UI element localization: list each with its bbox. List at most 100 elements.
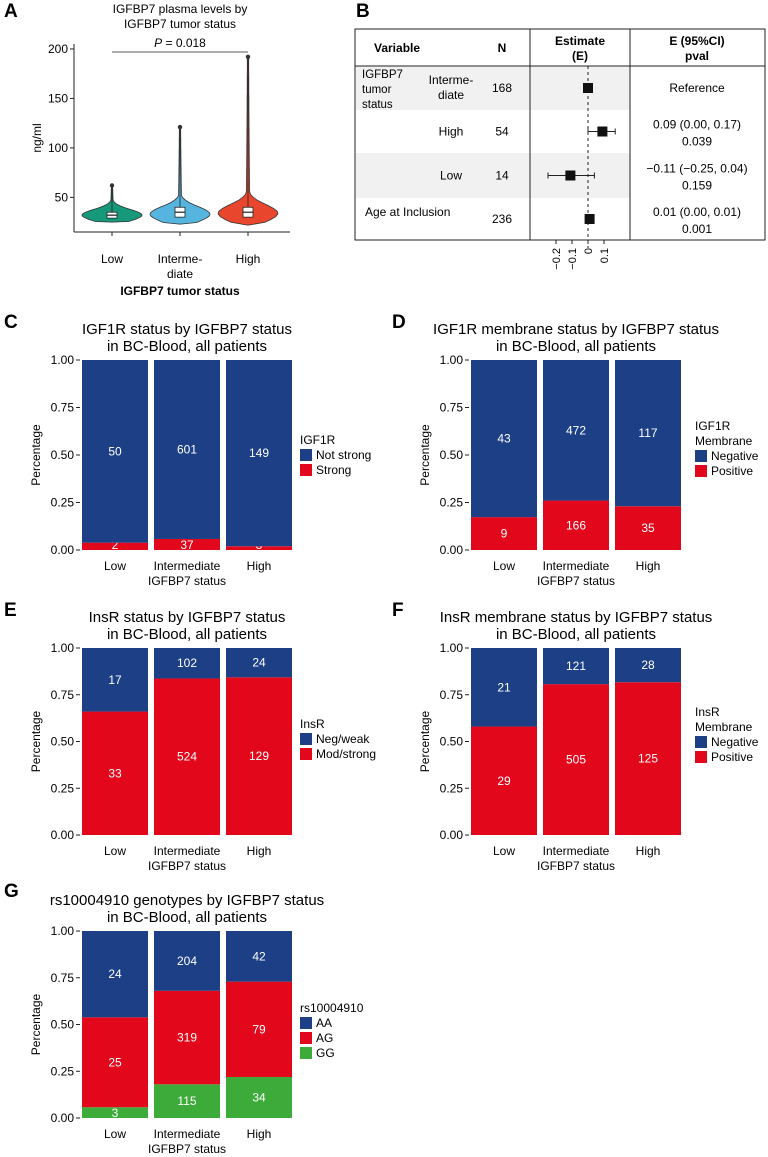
estimate-point [565,170,576,181]
bar-segment-aa [82,931,148,1018]
data-label: 42 [252,949,266,963]
panel-letter-d: D [392,312,406,333]
legend-title: Membrane [695,720,753,734]
legend-title: IGF1R [695,419,731,433]
chart-title-line2: in BC-Blood, all patients [107,909,267,926]
x-tick-label: High [247,844,272,858]
row-variable: IGFBP7 [362,69,403,81]
x-tick-label: −0.1 [567,248,579,270]
x-tick-label: High [247,559,272,573]
x-tick-label: High [636,844,661,858]
y-tick-label: 200 [48,42,68,56]
y-axis-label: Percentage [29,993,43,1055]
bar-segment-strong [82,542,148,550]
panel-d-stacked-bar-chart: IGF1R membrane status by IGFBP7 statusin… [418,321,759,588]
legend-swatch [695,751,707,763]
panel-f-stacked-bar-chart: InsR membrane status by IGFBP7 statusin … [418,609,759,873]
y-tick-label: 0.50 [51,448,75,462]
row-n: 236 [492,212,512,226]
legend-label: Negative [711,735,759,749]
header-variable: Variable [374,41,420,55]
legend-label: Strong [316,463,351,477]
panel-g-stacked-bar-chart: rs10004910 genotypes by IGFBP7 statusin … [29,892,364,1156]
legend-swatch [300,733,312,745]
row-variable: status [362,99,393,111]
bar-segment-negative [543,648,609,685]
x-tick-label: 0.1 [599,248,611,263]
x-tick-label: Intermediate [543,844,610,858]
y-tick-label: 0.75 [51,688,75,702]
y-axis-label: ng/ml [30,123,44,152]
legend-swatch [695,450,707,462]
legend-label: GG [316,1046,335,1060]
y-tick-label: 0.50 [440,448,464,462]
y-tick-label: 0.75 [51,401,75,415]
y-tick-label: 100 [48,141,68,155]
chart-title-line2: in BC-Blood, all patients [107,626,267,643]
legend-label: Not strong [316,448,371,462]
y-tick-label: 0.50 [51,1018,75,1032]
data-label: 115 [177,1094,196,1108]
data-label: 28 [641,658,655,672]
header-n: N [498,41,507,55]
y-tick-label: 0.00 [51,1111,75,1125]
row-level: diate [438,88,464,102]
bar-segment-positive [543,500,609,550]
data-label: 149 [249,446,269,460]
legend-label: AG [316,1031,333,1045]
x-tick-label: High [636,559,661,573]
bar-segment-strong [154,538,220,550]
y-tick-label: 1.00 [51,353,75,367]
bar-segment-strong [226,546,292,550]
x-tick-label: Low [493,844,515,858]
bar-segment-mod-strong [82,711,148,835]
data-label: 472 [566,423,586,437]
chart-title: InsR membrane status by IGFBP7 status [440,609,713,626]
y-tick-label: 0.25 [51,496,75,510]
x-axis-label: IGFBP7 status [537,574,615,588]
data-label: 9 [501,527,508,541]
bar-segment-positive [543,684,609,835]
legend-title: rs10004910 [300,1001,364,1015]
bar-segment-ag [82,1017,148,1108]
data-label: 121 [566,659,586,673]
bar-segment-negative [471,648,537,727]
data-label: 102 [177,656,197,670]
bar-segment-negative [615,360,681,507]
legend-swatch [695,736,707,748]
legend-title: IGF1R [300,433,336,447]
data-label: 505 [566,753,586,767]
y-tick-label: 0.75 [51,971,75,985]
bar-segment-negative [543,360,609,501]
y-tick-label: 0.75 [440,401,464,415]
header-pval: pval [685,49,709,63]
data-label: 2 [112,538,119,552]
y-tick-label: 0.25 [51,1064,75,1078]
data-label: 17 [108,673,122,687]
title-a-line2: IGFBP7 tumor status [124,17,236,31]
data-label: 21 [497,680,511,694]
data-label: 3 [112,1106,119,1120]
data-label: 33 [108,766,122,780]
row-ci: 0.09 (0.00, 0.17) [653,118,741,132]
x-tick-label-line2: diate [167,267,193,281]
bar-segment-neg-weak [82,648,148,712]
data-label: 125 [638,752,658,766]
y-tick-label: 1.00 [51,641,75,655]
bar-segment-mod-strong [226,677,292,835]
chart-title-line2: in BC-Blood, all patients [107,338,267,355]
y-tick-label: 0.00 [440,543,464,557]
x-tick-label: Low [104,844,126,858]
x-tick-label: High [247,1127,272,1141]
data-label: 43 [497,432,511,446]
y-axis-label: Percentage [29,710,43,772]
y-tick-label: 0.25 [440,781,464,795]
row-variable: Age at Inclusion [365,205,450,219]
data-label: 319 [177,1031,197,1045]
data-label: 524 [177,750,197,764]
p-value: = 0.018 [162,36,206,50]
legend-label: Positive [711,464,753,478]
row-n: 14 [495,169,509,183]
legend-label: Neg/weak [316,732,370,746]
